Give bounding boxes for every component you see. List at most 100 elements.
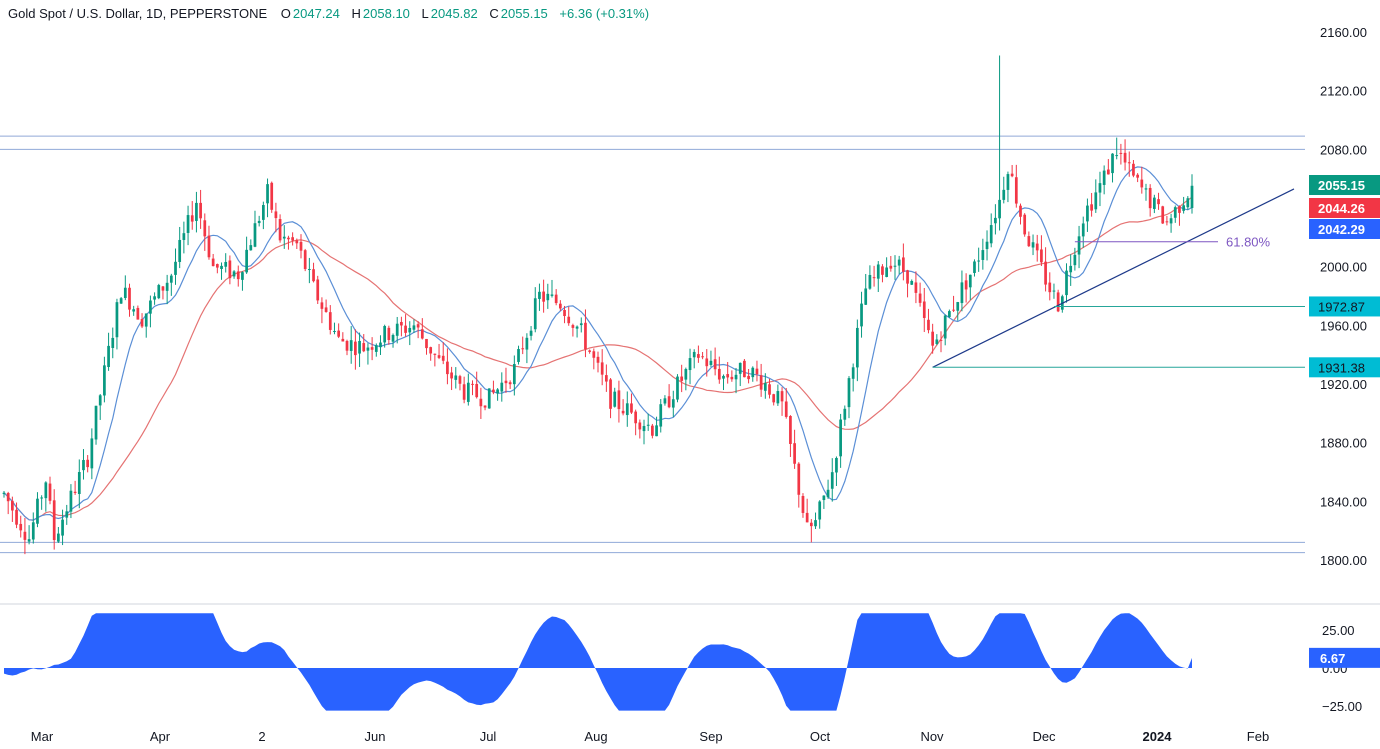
candle	[1173, 205, 1177, 223]
candle-body	[584, 322, 587, 350]
candle	[282, 225, 286, 249]
candle	[964, 273, 968, 303]
candle-body	[65, 511, 69, 518]
candle	[420, 318, 424, 340]
candle-body	[1069, 265, 1073, 273]
candle	[1014, 164, 1018, 208]
candle-body	[671, 399, 675, 408]
candle	[600, 349, 604, 386]
price-tag-box	[1309, 219, 1380, 239]
candle	[257, 215, 261, 227]
candle-body	[44, 482, 48, 499]
candle-body	[876, 264, 880, 279]
candle-body	[550, 294, 554, 296]
candle	[1098, 171, 1102, 207]
candle-body	[881, 266, 884, 275]
moving-average-fast	[3, 166, 1193, 521]
candle	[199, 189, 202, 229]
fib-level-label: 61.80%	[1226, 235, 1271, 250]
candle	[107, 332, 110, 371]
candle-body	[19, 523, 23, 531]
candle-body	[885, 267, 888, 277]
candle	[140, 313, 144, 329]
candle	[61, 509, 64, 546]
candle	[295, 238, 299, 250]
candle	[839, 413, 842, 468]
price-tag: 2042.29	[1309, 219, 1380, 239]
candle-body	[998, 199, 1001, 219]
candle	[1019, 203, 1022, 225]
candle-body	[948, 311, 951, 318]
candle-body	[36, 498, 39, 524]
candle	[433, 353, 437, 367]
candle-body	[337, 330, 341, 337]
candle-body	[592, 351, 596, 358]
candle	[801, 493, 805, 518]
candle-body	[893, 265, 897, 267]
candle-body	[1027, 236, 1031, 247]
candle-body	[1165, 221, 1169, 223]
candle-body	[780, 391, 784, 402]
candle	[563, 305, 566, 324]
candle-body	[425, 338, 428, 349]
candle	[270, 181, 274, 213]
candle-body	[328, 312, 332, 330]
candle-body	[324, 307, 328, 312]
candle	[1157, 192, 1160, 210]
candle-body	[1157, 199, 1160, 205]
candle-body	[144, 313, 148, 327]
candle	[584, 309, 587, 358]
candle-body	[655, 425, 658, 437]
candle-body	[1173, 207, 1177, 218]
candle-body	[261, 205, 265, 220]
candle-body	[818, 501, 822, 520]
candle	[1044, 247, 1047, 292]
candle-body	[153, 296, 156, 300]
candle-body	[935, 339, 939, 344]
candle-body	[1040, 249, 1043, 263]
x-tick-label: Aug	[584, 729, 607, 744]
candle	[1010, 165, 1014, 178]
candle-body	[596, 356, 600, 363]
candle	[533, 287, 537, 333]
candle	[784, 388, 788, 419]
candle	[450, 366, 453, 391]
candle-body	[533, 298, 537, 330]
candle	[149, 295, 152, 328]
candle	[575, 325, 579, 338]
candle	[1048, 272, 1052, 301]
candle-body	[257, 220, 261, 224]
candle	[1178, 205, 1181, 226]
candle	[215, 263, 219, 274]
candle-body	[676, 376, 679, 400]
candle	[642, 419, 646, 445]
candle-body	[1098, 183, 1102, 193]
close-value: 2055.15	[500, 6, 548, 21]
candle-body	[149, 300, 152, 314]
candle	[487, 388, 491, 409]
candle	[1094, 179, 1098, 213]
candle-body	[1136, 174, 1139, 178]
candle	[512, 355, 516, 396]
candle	[814, 512, 817, 529]
candle	[864, 273, 868, 306]
candle-body	[801, 496, 805, 513]
candle	[943, 314, 947, 346]
candle-body	[1044, 261, 1047, 285]
candle-body	[567, 316, 571, 324]
price-tag: 1931.38	[1309, 357, 1380, 378]
x-tick-label: Feb	[1247, 729, 1269, 744]
candle-body	[1023, 214, 1027, 235]
candle-body	[278, 219, 282, 241]
candle-body	[835, 457, 838, 473]
candle-body	[605, 375, 608, 382]
candle	[475, 371, 479, 399]
candle-body	[203, 220, 207, 237]
candle-body	[462, 384, 466, 400]
candle-body	[579, 323, 583, 326]
candle-body	[772, 394, 776, 403]
candle	[203, 213, 207, 251]
candle-body	[525, 337, 529, 350]
candle-body	[1123, 152, 1127, 163]
